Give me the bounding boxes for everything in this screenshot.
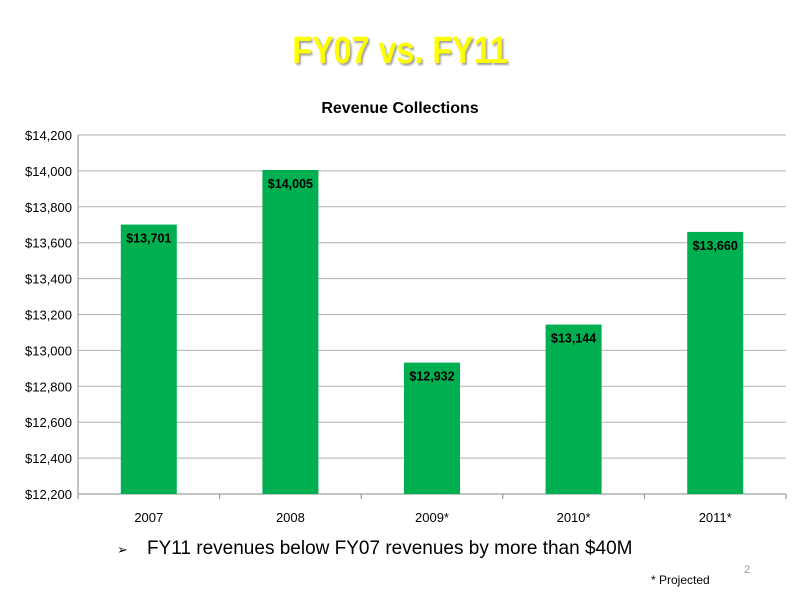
y-tick-label: $13,600 [25, 236, 72, 251]
bar [404, 362, 460, 494]
bar [120, 224, 177, 494]
data-label: $14,005 [268, 177, 313, 191]
bar [687, 231, 744, 494]
footnote: * Projected [651, 573, 710, 587]
y-tick-label: $14,200 [25, 128, 72, 143]
x-tick-label: 2009* [415, 510, 449, 525]
arrow-bullet-icon: ➢ [117, 542, 128, 557]
y-tick-label: $13,200 [25, 308, 72, 323]
x-tick-label: 2010* [557, 510, 591, 525]
y-tick-label: $13,400 [25, 272, 72, 287]
data-label: $13,144 [551, 332, 596, 346]
x-tick-label: 2008 [276, 510, 305, 525]
bar [545, 324, 602, 494]
y-tick-label: $14,000 [25, 164, 72, 179]
y-tick-label: $13,800 [25, 200, 72, 215]
bullet-point: ➢ FY11 revenues below FY07 revenues by mo… [117, 538, 632, 560]
y-tick-label: $12,800 [25, 379, 72, 394]
data-label: $13,660 [693, 239, 738, 253]
y-tick-label: $13,000 [25, 343, 72, 358]
y-tick-label: $12,200 [25, 487, 72, 502]
x-tick-label: 2007 [134, 510, 163, 525]
page-number: 2 [744, 564, 751, 576]
x-tick-label: 2011* [699, 510, 732, 525]
y-tick-label: $12,400 [25, 451, 72, 466]
data-label: $13,701 [126, 232, 171, 246]
chart-title: Revenue Collections [321, 100, 478, 117]
data-label: $12,932 [409, 370, 454, 384]
slide-title: FY07 vs. FY11 [292, 30, 508, 72]
bullet-text: FY11 revenues below FY07 revenues by mor… [147, 538, 633, 559]
bar [262, 170, 319, 494]
y-tick-label: $12,600 [25, 415, 72, 430]
